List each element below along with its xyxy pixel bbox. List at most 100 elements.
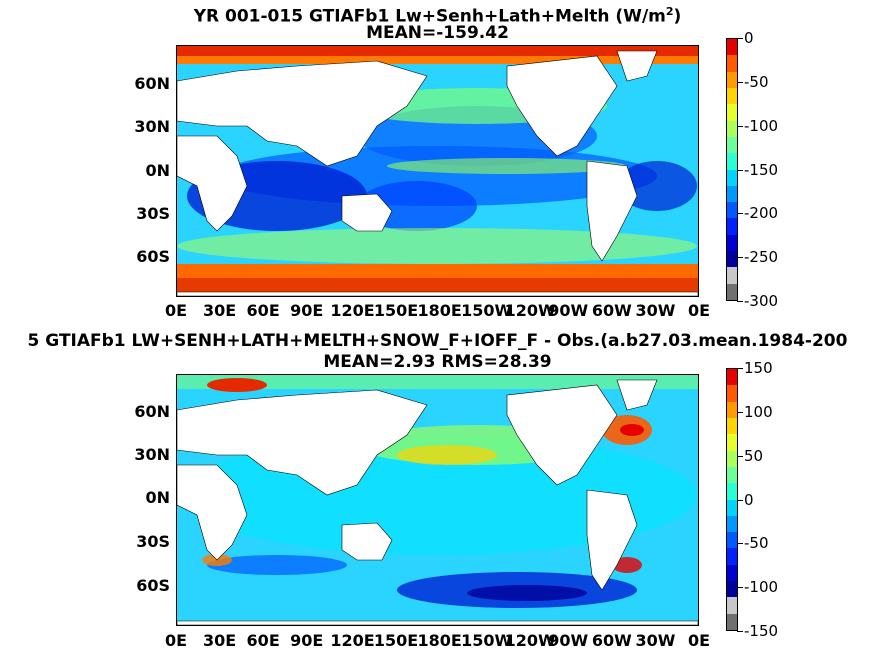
lon-label-3-2: 90E [290, 631, 324, 650]
colorbar-tick-0-2 [737, 368, 743, 369]
colorbar-tick-3-1 [737, 169, 743, 171]
lon-label-1-2: 30E [202, 631, 237, 650]
lon-label-12-1: 0E [687, 301, 711, 320]
colorbar-swatch-4-2 [727, 434, 737, 451]
colorbar-swatch-0-1 [727, 39, 737, 56]
map-title-2: 5 GTIAFb1 LW+SENH+LATH+MELTH+SNOW_F+IOFF… [27, 331, 848, 351]
lon-label-9-1: 90W [548, 301, 589, 320]
colorbar-tick-0-1 [737, 38, 743, 39]
colorbar-label-4-2: -50 [744, 534, 769, 553]
colorbar-tick-4-1 [737, 213, 743, 215]
colorbar-swatch-13-1 [727, 251, 737, 268]
colorbar-swatch-9-1 [727, 185, 737, 203]
colorbar-tick-3-2 [737, 499, 743, 501]
colorbar-swatch-7-1 [727, 153, 737, 170]
colorbar-swatch-0-2 [727, 369, 737, 386]
colorbar-label-0-1: 0 [744, 29, 754, 47]
colorbar-tick-1-1 [737, 81, 743, 83]
lon-label-9-2: 90W [548, 631, 589, 650]
colorbar-label-2-1: -100 [744, 116, 779, 135]
colorbar-swatch-3-1 [727, 87, 737, 105]
colorbar-swatch-5-2 [727, 450, 737, 467]
lon-label-4-1: 120E [330, 301, 375, 320]
colorbar-swatch-10-2 [727, 532, 737, 549]
colorbar-swatch-1-1 [727, 55, 737, 72]
colorbar-tick-1-2 [737, 411, 743, 413]
colorbar-swatch-13-2 [727, 581, 737, 598]
colorbar-swatch-15-1 [727, 283, 737, 300]
lon-label-5-2: 150E [373, 631, 419, 650]
colorbar-swatch-10-1 [727, 202, 737, 219]
colorbar-tick-5-2 [737, 587, 743, 589]
lon-label-8-1: 120W [504, 301, 556, 320]
lon-label-2-1: 60E [246, 301, 280, 320]
map-panel-2 [176, 374, 699, 626]
lat-label-30s-1: 30S [136, 204, 170, 223]
lon-label-11-1: 30W [635, 301, 676, 320]
lon-label-1-1: 30E [202, 301, 237, 320]
colorbar-swatch-14-1 [727, 267, 737, 284]
colorbar-swatch-2-1 [727, 71, 737, 88]
colorbar-swatch-14-2 [727, 597, 737, 614]
colorbar-swatch-2-2 [727, 401, 737, 418]
colorbar-label-5-1: -250 [744, 248, 779, 267]
lat-label-60n-2: 60N [134, 402, 170, 421]
map-area-1 [176, 45, 699, 297]
colorbar-swatch-5-1 [727, 120, 737, 137]
lon-label-0-2: 0E [164, 631, 188, 650]
map-area-2 [176, 374, 699, 626]
colorbar-swatch-1-2 [727, 385, 737, 402]
lat-label-0n-2: 0N [145, 488, 170, 507]
colorbar-label-5-2: -100 [744, 578, 779, 597]
colorbar-swatch-4-1 [727, 104, 737, 121]
colorbar-tick-5-1 [737, 257, 743, 259]
colorbar-tick-2-1 [737, 125, 743, 127]
lon-label-5-1: 150E [373, 301, 419, 320]
colorbar-label-4-1: -200 [744, 204, 779, 223]
colorbar-tick-6-1 [737, 301, 743, 302]
colorbar-swatch-9-2 [727, 515, 737, 533]
colorbar-label-2-2: 50 [744, 446, 764, 465]
colorbar-label-3-2: 0 [744, 490, 754, 509]
lon-label-4-2: 120E [330, 631, 375, 650]
lat-label-0n-1: 0N [145, 161, 170, 180]
colorbar-swatch-3-2 [727, 417, 737, 435]
colorbar-tick-4-2 [737, 543, 743, 545]
colorbar-label-3-1: -150 [744, 160, 779, 179]
lon-label-12-2: 0E [687, 631, 711, 650]
lon-label-3-1: 90E [290, 301, 324, 320]
colorbar-label-1-2: 100 [744, 402, 773, 421]
map-panel-1 [176, 45, 699, 297]
colorbar-swatch-8-1 [727, 169, 737, 186]
lat-label-30n-1: 30N [134, 117, 170, 136]
colorbar-swatch-12-2 [727, 564, 737, 582]
lon-label-7-1: 150W [461, 301, 513, 320]
lat-label-60s-2: 60S [136, 576, 170, 595]
colorbar-label-6-2: -150 [744, 622, 779, 640]
colorbar-label-0-2: 150 [744, 359, 773, 377]
colorbar-swatch-11-1 [727, 218, 737, 235]
map-subtitle-2: MEAN=2.93 RMS=28.39 [323, 352, 552, 372]
colorbar-swatch-7-2 [727, 483, 737, 500]
colorbar-swatch-8-2 [727, 499, 737, 516]
colorbar-label-1-1: -50 [744, 72, 769, 91]
map-title-1: YR 001-015 GTIAFb1 Lw+Senh+Lath+Melth (W… [193, 5, 682, 27]
lon-label-11-2: 30W [635, 631, 676, 650]
colorbar-swatch-6-1 [727, 136, 737, 154]
lon-label-7-2: 150W [461, 631, 513, 650]
lon-label-10-1: 60W [591, 301, 632, 320]
colorbar-tick-6-2 [737, 631, 743, 632]
colorbar-label-6-1: -300 [744, 292, 779, 310]
lon-label-8-2: 120W [504, 631, 556, 650]
colorbar-swatch-12-1 [727, 234, 737, 252]
lat-label-30n-2: 30N [134, 445, 170, 464]
lon-label-6-2: 180E [417, 631, 462, 650]
lat-label-30s-2: 30S [136, 532, 170, 551]
lon-label-10-2: 60W [591, 631, 632, 650]
lon-label-6-1: 180E [417, 301, 462, 320]
colorbar-swatch-15-2 [727, 613, 737, 630]
lon-label-2-2: 60E [246, 631, 280, 650]
colorbar-swatch-11-2 [727, 548, 737, 565]
lat-label-60s-1: 60S [136, 247, 170, 266]
map-subtitle-1: MEAN=-159.42 [366, 23, 509, 43]
